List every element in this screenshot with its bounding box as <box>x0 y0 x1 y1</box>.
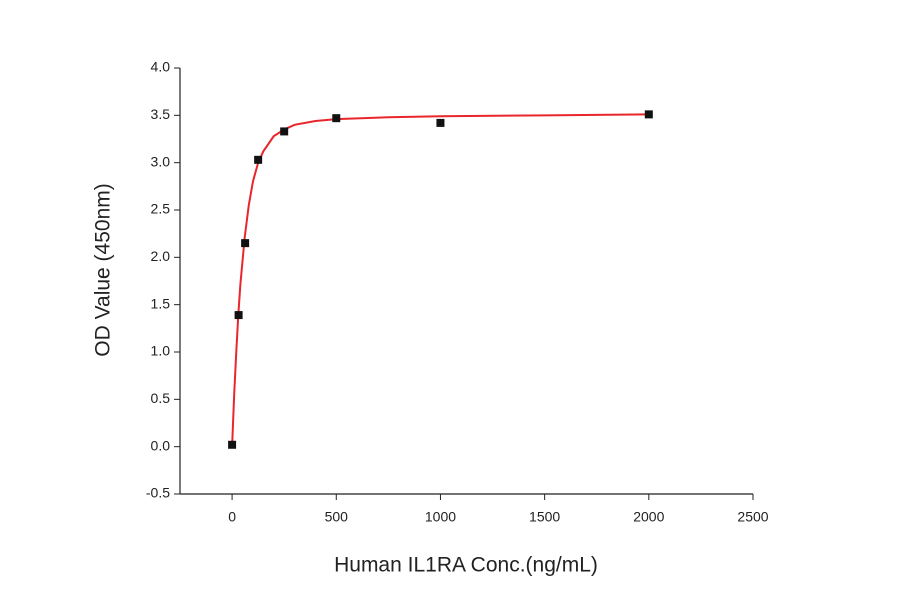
data-point <box>241 239 250 248</box>
y-tick-label: 0.5 <box>151 390 171 406</box>
data-point <box>234 311 243 320</box>
data-point <box>254 155 263 164</box>
data-point <box>436 118 445 127</box>
y-axis-title: OD Value (450nm) <box>92 183 115 357</box>
x-tick-label: 1500 <box>529 509 560 525</box>
y-tick-label: -0.5 <box>146 485 170 501</box>
y-tick-label: 4.0 <box>151 59 171 75</box>
y-tick-label: 2.5 <box>151 201 171 217</box>
data-point <box>332 114 341 123</box>
x-axis-title: Human IL1RA Conc.(ng/mL) <box>334 554 598 577</box>
y-tick-label: 2.0 <box>151 248 171 264</box>
y-tick-label: 3.0 <box>151 153 171 169</box>
x-tick-label: 1000 <box>425 509 456 525</box>
fit-curve <box>231 113 649 447</box>
data-point <box>280 127 289 136</box>
y-tick-label: 3.5 <box>151 106 171 122</box>
y-tick-label: 1.5 <box>151 295 171 311</box>
data-point <box>644 110 653 119</box>
data-point <box>228 440 237 449</box>
x-tick-label: 0 <box>228 509 236 525</box>
x-tick-label: 500 <box>325 509 349 525</box>
x-tick-label: 2000 <box>633 509 664 525</box>
y-tick-label: 1.0 <box>151 343 171 359</box>
x-tick-label: 2500 <box>737 509 768 525</box>
y-tick-label: 0.0 <box>151 437 171 453</box>
